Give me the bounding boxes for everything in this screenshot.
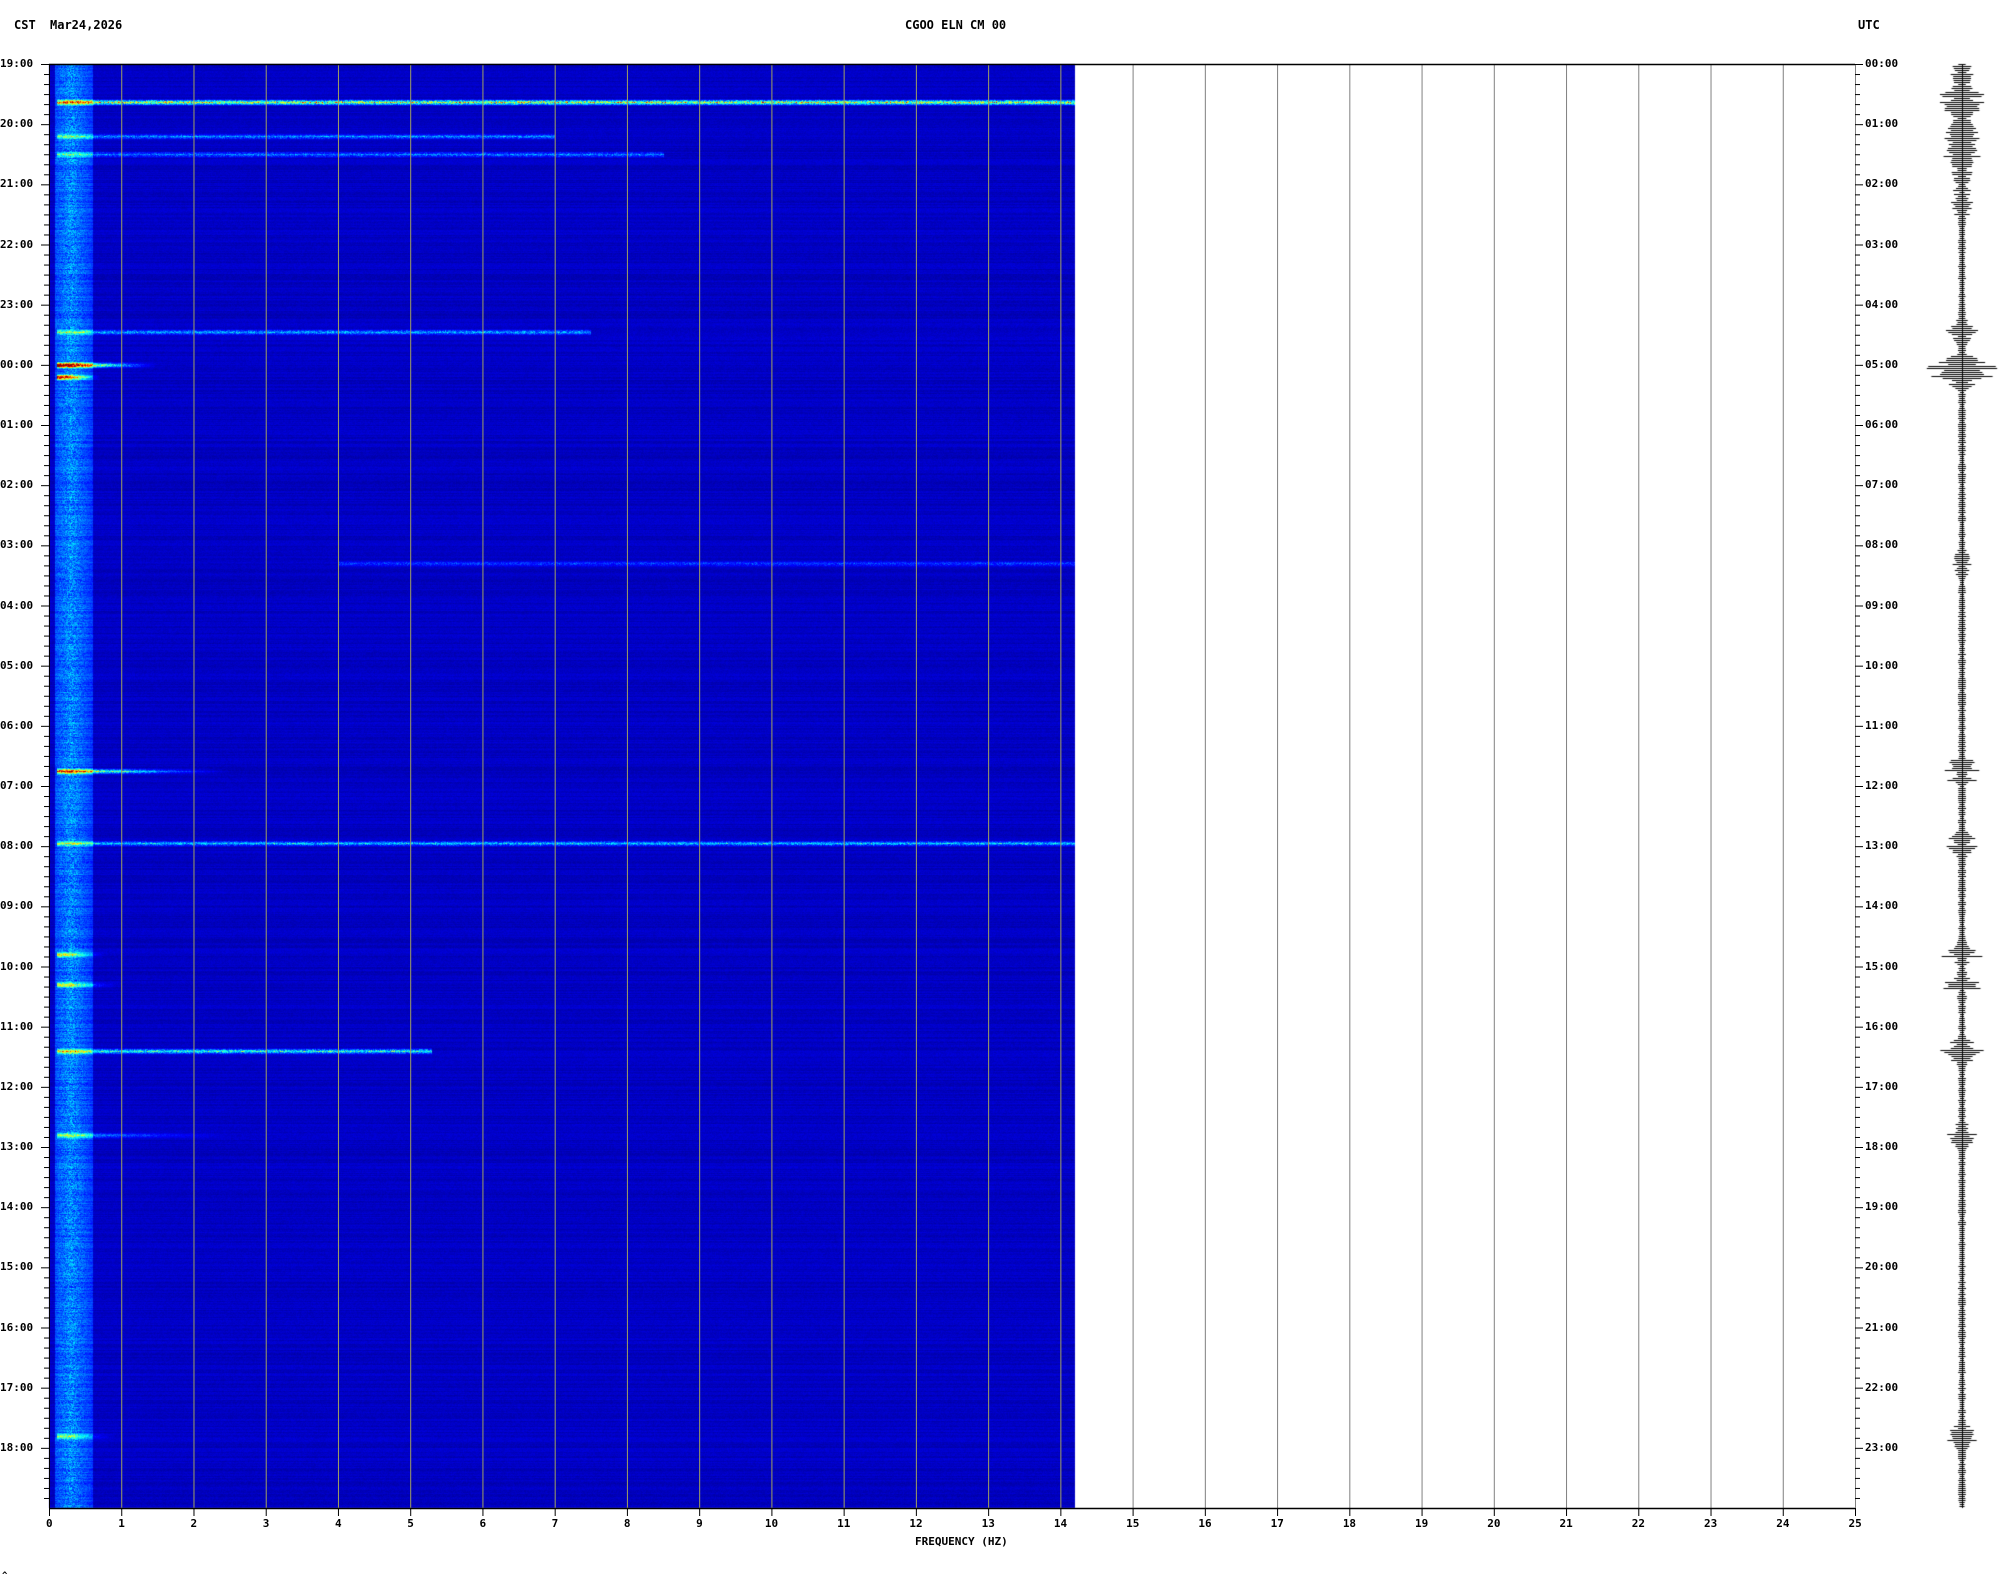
- left-time-label: 19:00: [0, 57, 34, 70]
- left-time-label: 12:00: [0, 1079, 34, 1093]
- x-tick-label: 0: [46, 1517, 53, 1530]
- x-tick-label: 17: [1270, 1517, 1284, 1530]
- right-time-label: 18:00: [1865, 1140, 1899, 1153]
- right-time-label: 11:00: [1865, 718, 1899, 732]
- right-time-label: 16:00: [1865, 1019, 1899, 1033]
- x-tick-label: 20: [1487, 1517, 1501, 1530]
- right-time-label: 10:00: [1865, 658, 1899, 672]
- x-tick-label: 25: [1848, 1517, 1862, 1530]
- right-time-label: 23:00: [1865, 1440, 1899, 1454]
- x-tick-label: 10: [764, 1517, 779, 1530]
- right-time-label: 15:00: [1865, 959, 1899, 973]
- x-tick-label: 15: [1126, 1517, 1140, 1530]
- right-time-label: 07:00: [1865, 478, 1899, 492]
- x-tick-label: 18: [1342, 1517, 1357, 1530]
- x-tick-label: 6: [479, 1517, 487, 1530]
- x-tick-label: 21: [1559, 1517, 1573, 1530]
- right-time-label: 20:00: [1865, 1260, 1899, 1274]
- right-time-label: 00:00: [1865, 57, 1899, 70]
- right-time-label: 09:00: [1865, 598, 1899, 612]
- right-time-label: 17:00: [1865, 1079, 1899, 1093]
- right-time-label: 22:00: [1865, 1380, 1899, 1394]
- left-time-label: 06:00: [0, 718, 34, 732]
- right-time-label: 03:00: [1865, 237, 1899, 251]
- right-time-label: 13:00: [1865, 839, 1899, 853]
- left-time-label: 01:00: [0, 418, 34, 431]
- x-tick-label: 9: [696, 1517, 703, 1530]
- right-timezone-label: UTC: [1858, 18, 1880, 32]
- left-time-label: 02:00: [0, 478, 34, 492]
- left-time-label: 00:00: [0, 357, 34, 371]
- left-time-label: 20:00: [0, 117, 34, 131]
- left-time-label: 18:00: [0, 1440, 34, 1454]
- left-time-label: 16:00: [0, 1320, 34, 1334]
- right-time-label: 14:00: [1865, 899, 1899, 913]
- x-tick-label: 1: [118, 1517, 125, 1530]
- x-tick-label: 12: [909, 1517, 923, 1530]
- left-time-label: 05:00: [0, 658, 34, 672]
- right-time-label: 02:00: [1865, 177, 1899, 191]
- x-tick-label: 13: [981, 1517, 995, 1530]
- left-time-label: 10:00: [0, 959, 34, 973]
- left-time-label: 23:00: [0, 297, 34, 311]
- x-tick-label: 19: [1415, 1517, 1429, 1530]
- left-time-label: 15:00: [0, 1260, 34, 1274]
- left-time-label: 03:00: [0, 538, 34, 552]
- left-time-label: 13:00: [0, 1140, 34, 1153]
- x-tick-label: 3: [262, 1517, 270, 1530]
- x-tick-label: 14: [1053, 1517, 1068, 1530]
- left-time-label: 21:00: [0, 177, 34, 191]
- left-time-label: 08:00: [0, 839, 34, 853]
- right-time-label: 01:00: [1865, 117, 1899, 131]
- right-time-label: 21:00: [1865, 1320, 1899, 1334]
- right-time-label: 06:00: [1865, 418, 1899, 431]
- right-time-label: 05:00: [1865, 357, 1899, 371]
- footer-mark: ^: [2, 1571, 8, 1581]
- left-time-label: 11:00: [0, 1019, 34, 1033]
- right-time-label: 04:00: [1865, 297, 1899, 311]
- x-tick-label: 4: [334, 1517, 342, 1530]
- x-tick-label: 5: [407, 1517, 414, 1530]
- left-time-label: 09:00: [0, 899, 34, 913]
- x-tick-label: 11: [837, 1517, 851, 1530]
- x-tick-label: 24: [1776, 1517, 1790, 1530]
- left-timezone-label: CST: [14, 18, 36, 32]
- x-tick-label: 23: [1704, 1517, 1718, 1530]
- left-time-label: 14:00: [0, 1200, 34, 1214]
- x-tick-label: 22: [1631, 1517, 1646, 1530]
- x-tick-label: 8: [623, 1517, 631, 1530]
- x-tick-label: 7: [551, 1517, 559, 1530]
- right-time-label: 12:00: [1865, 779, 1899, 792]
- left-time-label: 17:00: [0, 1380, 34, 1394]
- left-time-label: 04:00: [0, 598, 34, 612]
- date-label: Mar24,2026: [50, 18, 123, 32]
- x-axis-title: FREQUENCY (HZ): [915, 1535, 1008, 1548]
- station-label: CGOO ELN CM 00: [905, 18, 1007, 32]
- x-tick-label: 16: [1198, 1517, 1212, 1530]
- x-tick-label: 2: [190, 1517, 198, 1530]
- right-time-label: 08:00: [1865, 538, 1899, 552]
- left-time-label: 22:00: [0, 237, 34, 251]
- left-time-label: 07:00: [0, 779, 34, 792]
- right-time-label: 19:00: [1865, 1200, 1899, 1214]
